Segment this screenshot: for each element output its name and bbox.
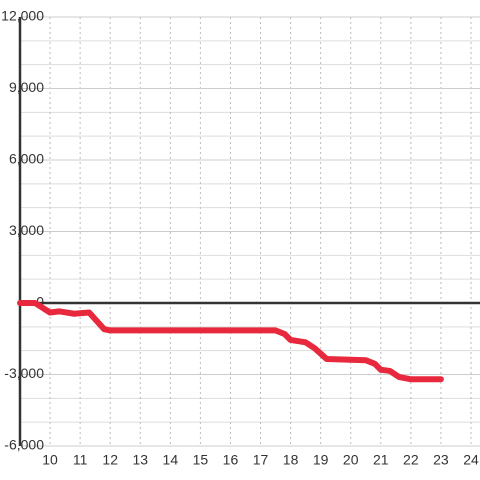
x-tick-label: 23 [433,452,449,468]
y-tick-label: -3,000 [4,365,44,381]
x-tick-label: 12 [102,452,118,468]
y-tick-label: 12,000 [1,8,44,24]
x-tick-label: 20 [343,452,359,468]
x-tick-label: 15 [193,452,209,468]
x-tick-label: 17 [253,452,269,468]
y-tick-label: 9,000 [9,79,44,95]
line [17,300,444,383]
x-tick-label: 14 [163,452,179,468]
x-tick-label: 21 [373,452,389,468]
x-tick-label: 24 [463,452,479,468]
x-tick-label: 13 [132,452,148,468]
x-tick-label: 10 [42,452,58,468]
x-tick-label: 19 [313,452,329,468]
y-tick-label: 3,000 [9,222,44,238]
y-tick-label: 0 [36,294,44,310]
x-tick-label: 16 [223,452,239,468]
y-tick-label: 6,000 [9,151,44,167]
x-tick-label: 11 [73,452,88,468]
y-tick-label: -6,000 [4,437,44,453]
x-tick-label: 18 [283,452,299,468]
x-tick-label: 22 [403,452,419,468]
